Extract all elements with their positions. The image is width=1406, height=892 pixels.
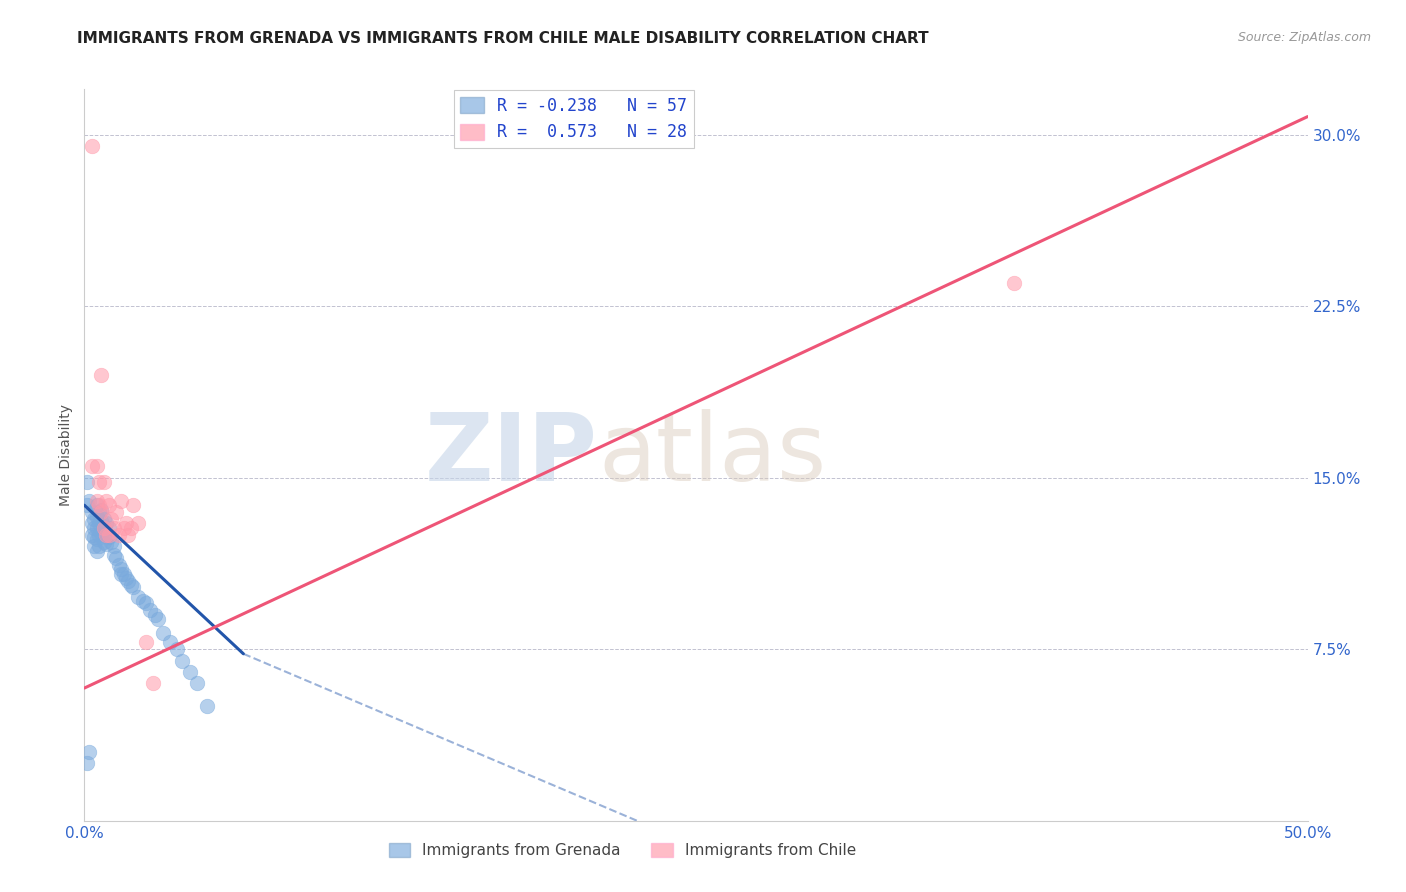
Immigrants from Grenada: [80, 516, 103, 531]
Immigrants from Grenada: [110, 562, 132, 576]
Immigrants from Chile: [100, 512, 122, 526]
Immigrants from Grenada: [132, 594, 155, 608]
Immigrants from Grenada: [166, 642, 188, 657]
Immigrants from Grenada: [115, 571, 138, 585]
Immigrants from Grenada: [139, 603, 162, 617]
Immigrants from Chile: [112, 521, 135, 535]
Immigrants from Grenada: [90, 514, 112, 528]
Immigrants from Grenada: [152, 626, 174, 640]
Immigrants from Chile: [96, 528, 118, 542]
Immigrants from Chile: [86, 493, 108, 508]
Immigrants from Chile: [86, 459, 108, 474]
Immigrants from Grenada: [83, 530, 105, 544]
Immigrants from Grenada: [105, 550, 128, 565]
Immigrants from Grenada: [127, 590, 149, 604]
Immigrants from Grenada: [97, 530, 120, 544]
Immigrants from Grenada: [87, 516, 110, 531]
Immigrants from Grenada: [77, 493, 100, 508]
Immigrants from Grenada: [96, 516, 118, 531]
Immigrants from Chile: [105, 505, 128, 519]
Immigrants from Chile: [93, 521, 115, 535]
Immigrants from Grenada: [97, 521, 120, 535]
Immigrants from Chile: [135, 635, 157, 649]
Immigrants from Chile: [87, 498, 110, 512]
Immigrants from Chile: [127, 516, 149, 531]
Text: ZIP: ZIP: [425, 409, 598, 501]
Legend: Immigrants from Grenada, Immigrants from Chile: Immigrants from Grenada, Immigrants from…: [382, 837, 862, 864]
Immigrants from Grenada: [107, 558, 129, 572]
Immigrants from Grenada: [87, 528, 110, 542]
Immigrants from Grenada: [96, 525, 118, 540]
Immigrants from Chile: [80, 459, 103, 474]
Immigrants from Grenada: [86, 498, 108, 512]
Immigrants from Grenada: [159, 635, 181, 649]
Immigrants from Grenada: [83, 539, 105, 553]
Immigrants from Chile: [87, 475, 110, 490]
Immigrants from Grenada: [172, 654, 194, 668]
Immigrants from Grenada: [96, 537, 118, 551]
Text: Source: ZipAtlas.com: Source: ZipAtlas.com: [1237, 31, 1371, 45]
Immigrants from Grenada: [80, 528, 103, 542]
Immigrants from Grenada: [93, 534, 115, 549]
Y-axis label: Male Disability: Male Disability: [59, 404, 73, 506]
Text: atlas: atlas: [598, 409, 827, 501]
Immigrants from Grenada: [86, 533, 108, 547]
Immigrants from Grenada: [87, 505, 110, 519]
Immigrants from Grenada: [83, 521, 105, 535]
Immigrants from Chile: [80, 139, 103, 153]
Immigrants from Grenada: [103, 549, 125, 563]
Immigrants from Chile: [97, 498, 120, 512]
Immigrants from Chile: [142, 676, 165, 690]
Immigrants from Chile: [120, 521, 142, 535]
Immigrants from Grenada: [186, 676, 208, 690]
Text: IMMIGRANTS FROM GRENADA VS IMMIGRANTS FROM CHILE MALE DISABILITY CORRELATION CHA: IMMIGRANTS FROM GRENADA VS IMMIGRANTS FR…: [77, 31, 929, 46]
Immigrants from Grenada: [76, 756, 98, 771]
Immigrants from Grenada: [146, 613, 169, 627]
Immigrants from Chile: [117, 528, 139, 542]
Immigrants from Chile: [122, 498, 145, 512]
Immigrants from Grenada: [76, 498, 98, 512]
Immigrants from Grenada: [93, 512, 115, 526]
Immigrants from Grenada: [93, 521, 115, 535]
Immigrants from Grenada: [90, 525, 112, 540]
Immigrants from Grenada: [86, 544, 108, 558]
Immigrants from Grenada: [135, 597, 157, 611]
Immigrants from Grenada: [143, 607, 166, 622]
Immigrants from Grenada: [103, 539, 125, 553]
Immigrants from Chile: [115, 516, 138, 531]
Immigrants from Grenada: [90, 503, 112, 517]
Immigrants from Chile: [90, 368, 112, 382]
Immigrants from Grenada: [87, 539, 110, 553]
Immigrants from Chile: [110, 493, 132, 508]
Immigrants from Chile: [96, 493, 118, 508]
Immigrants from Grenada: [76, 475, 98, 490]
Immigrants from Grenada: [112, 566, 135, 581]
Immigrants from Grenada: [80, 505, 103, 519]
Immigrants from Grenada: [86, 509, 108, 524]
Immigrants from Grenada: [86, 521, 108, 535]
Immigrants from Grenada: [110, 566, 132, 581]
Immigrants from Chile: [97, 528, 120, 542]
Immigrants from Chile: [103, 521, 125, 535]
Immigrants from Grenada: [195, 699, 218, 714]
Immigrants from Chile: [93, 475, 115, 490]
Immigrants from Chile: [90, 505, 112, 519]
Immigrants from Grenada: [179, 665, 201, 679]
Immigrants from Chile: [107, 528, 129, 542]
Immigrants from Grenada: [77, 745, 100, 759]
Immigrants from Chile: [1002, 277, 1025, 291]
Immigrants from Grenada: [120, 578, 142, 592]
Immigrants from Grenada: [122, 581, 145, 595]
Immigrants from Grenada: [100, 534, 122, 549]
Immigrants from Grenada: [117, 574, 139, 588]
Immigrants from Grenada: [83, 512, 105, 526]
